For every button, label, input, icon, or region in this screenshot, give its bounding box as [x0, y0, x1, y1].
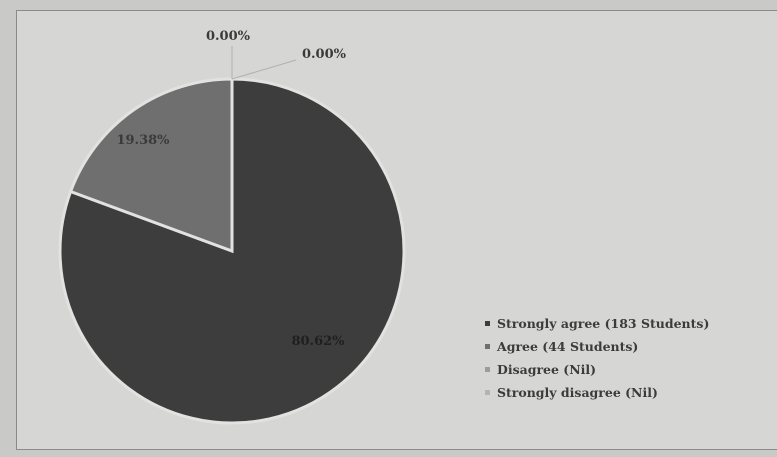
data-label: 80.62% [291, 334, 345, 349]
pie-slice [68, 77, 234, 254]
legend-label: Strongly agree (183 Students) [497, 316, 710, 331]
data-label: 19.38% [116, 133, 170, 148]
legend-label: Strongly disagree (Nil) [497, 385, 658, 400]
legend-item: Disagree (Nil) [485, 358, 709, 381]
legend-item: Strongly agree (183 Students) [485, 312, 709, 335]
legend-swatch [485, 344, 490, 349]
legend-swatch [485, 367, 490, 372]
leader-line [231, 59, 297, 80]
legend-item: Agree (44 Students) [485, 335, 709, 358]
data-label: 0.00% [302, 47, 347, 62]
data-label: 0.00% [206, 29, 251, 44]
legend-swatch [485, 390, 490, 395]
legend-swatch [485, 321, 490, 326]
legend-label: Agree (44 Students) [497, 339, 639, 354]
legend-label: Disagree (Nil) [497, 362, 597, 377]
legend-item: Strongly disagree (Nil) [485, 381, 709, 404]
chart-legend: Strongly agree (183 Students) Agree (44 … [485, 312, 709, 404]
